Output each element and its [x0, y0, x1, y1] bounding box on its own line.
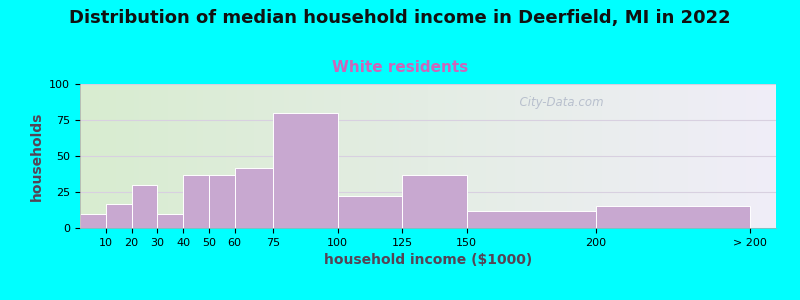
Text: City-Data.com: City-Data.com [511, 95, 603, 109]
Bar [402, 175, 466, 228]
X-axis label: household income ($1000): household income ($1000) [324, 253, 532, 267]
Bar [106, 203, 131, 228]
Bar [274, 113, 338, 228]
Text: Distribution of median household income in Deerfield, MI in 2022: Distribution of median household income … [69, 9, 731, 27]
Bar [595, 206, 750, 228]
Y-axis label: households: households [30, 111, 44, 201]
Bar [80, 214, 106, 228]
Bar [209, 175, 234, 228]
Bar [338, 196, 402, 228]
Bar [158, 214, 183, 228]
Bar [234, 167, 274, 228]
Bar [183, 175, 209, 228]
Bar [466, 211, 595, 228]
Text: White residents: White residents [332, 60, 468, 75]
Bar [131, 185, 158, 228]
